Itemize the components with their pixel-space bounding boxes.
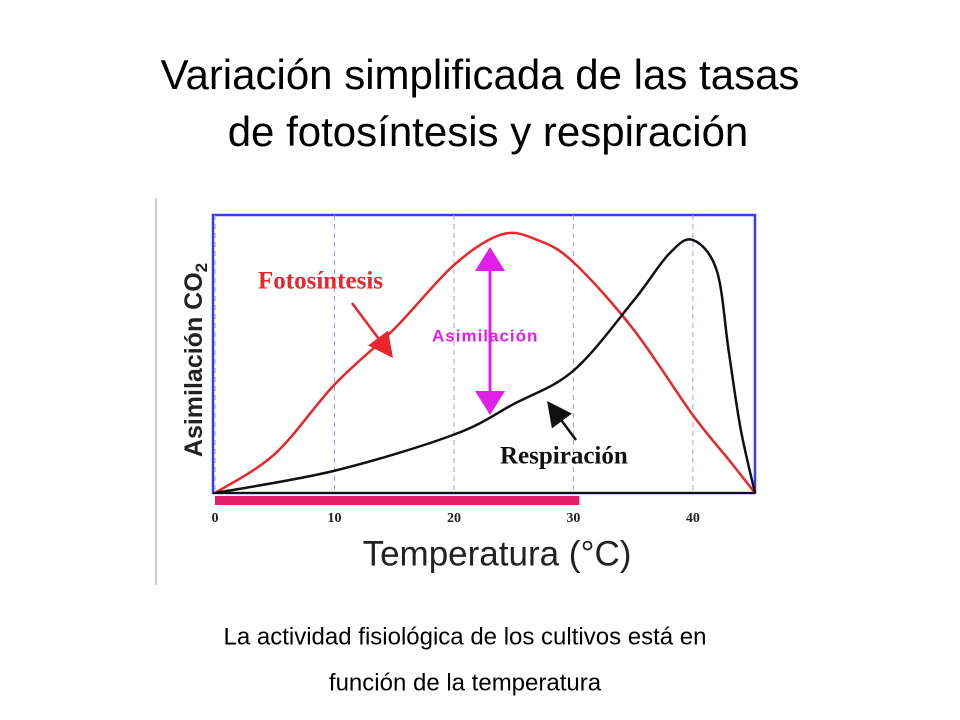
y-axis-label-subscript: 2 bbox=[192, 263, 211, 272]
title-line: de fotosíntesis y respiración bbox=[228, 108, 749, 155]
series-label: Respiración bbox=[500, 443, 628, 470]
pointer-arrow bbox=[350, 302, 393, 359]
x-tick-label: 0 bbox=[212, 511, 219, 526]
caption-line: La actividad fisiológica de los cultivos… bbox=[224, 623, 707, 650]
x-tick-label: 20 bbox=[447, 511, 461, 526]
caption-line: función de la temperatura bbox=[329, 669, 602, 696]
x-axis-label: Temperatura (°C) bbox=[363, 534, 632, 573]
x-tick-label: 10 bbox=[327, 511, 341, 526]
plot: 0 10 20 30 40 bbox=[212, 213, 757, 526]
y-axis-label-text: Asimilación CO bbox=[180, 272, 208, 457]
pointer-arrow bbox=[547, 400, 578, 441]
title-line: Variación simplificada de las tasas bbox=[161, 51, 800, 98]
x-tick-label: 30 bbox=[566, 511, 580, 526]
series-line bbox=[214, 231, 756, 495]
series-line bbox=[214, 238, 757, 495]
annotation: Asimilación bbox=[432, 326, 538, 345]
y-axis-label: Asimilación CO2 bbox=[180, 263, 212, 457]
highlight-range bbox=[215, 496, 580, 505]
x-tick-label: 40 bbox=[686, 511, 700, 526]
series-label: Fotosíntesis bbox=[258, 268, 383, 295]
chart-area bbox=[155, 195, 775, 587]
